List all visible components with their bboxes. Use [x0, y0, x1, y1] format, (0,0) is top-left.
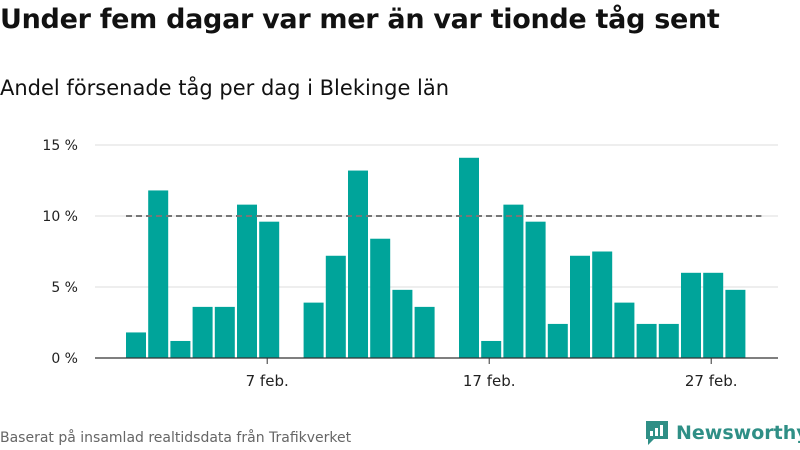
- bar: [348, 170, 368, 358]
- x-tick-label: 17 feb.: [463, 372, 516, 390]
- y-tick-label: 10 %: [42, 209, 78, 225]
- brand-name: Newsworthy: [676, 422, 800, 444]
- bar: [658, 323, 679, 358]
- bar: [592, 251, 613, 358]
- bar: [459, 157, 479, 358]
- x-tick-label: 7 feb.: [246, 372, 289, 390]
- bar: [525, 221, 546, 358]
- bar: [636, 323, 657, 358]
- bar: [148, 190, 169, 358]
- bar: [414, 306, 435, 358]
- bar: [303, 302, 324, 358]
- x-tick-label: 27 feb.: [685, 372, 738, 390]
- newsworthy-logo-icon: [646, 421, 668, 445]
- y-tick-label: 5 %: [51, 280, 78, 296]
- bar: [614, 302, 635, 358]
- source-note: Baserat på insamlad realtidsdata från Tr…: [0, 430, 352, 446]
- chart-title: Under fem dagar var mer än var tionde tå…: [0, 4, 720, 35]
- chart-subtitle: Andel försenade tåg per dag i Blekinge l…: [0, 76, 450, 100]
- bar: [725, 289, 746, 358]
- bar: [192, 306, 213, 358]
- bar: [703, 272, 724, 358]
- bar: [325, 255, 346, 358]
- y-tick-label: 0 %: [51, 351, 78, 367]
- bar: [214, 306, 235, 358]
- bar: [503, 204, 524, 358]
- y-tick-label: 15 %: [42, 138, 78, 154]
- bar: [237, 204, 257, 358]
- bar: [126, 332, 146, 358]
- bar: [481, 340, 502, 358]
- bar: [392, 289, 413, 358]
- brand-logo: Newsworthy: [644, 419, 800, 447]
- bar: [170, 340, 191, 358]
- bar: [547, 323, 568, 358]
- bar: [681, 272, 701, 358]
- bar: [259, 221, 280, 358]
- bar: [570, 255, 590, 358]
- bar: [370, 238, 391, 358]
